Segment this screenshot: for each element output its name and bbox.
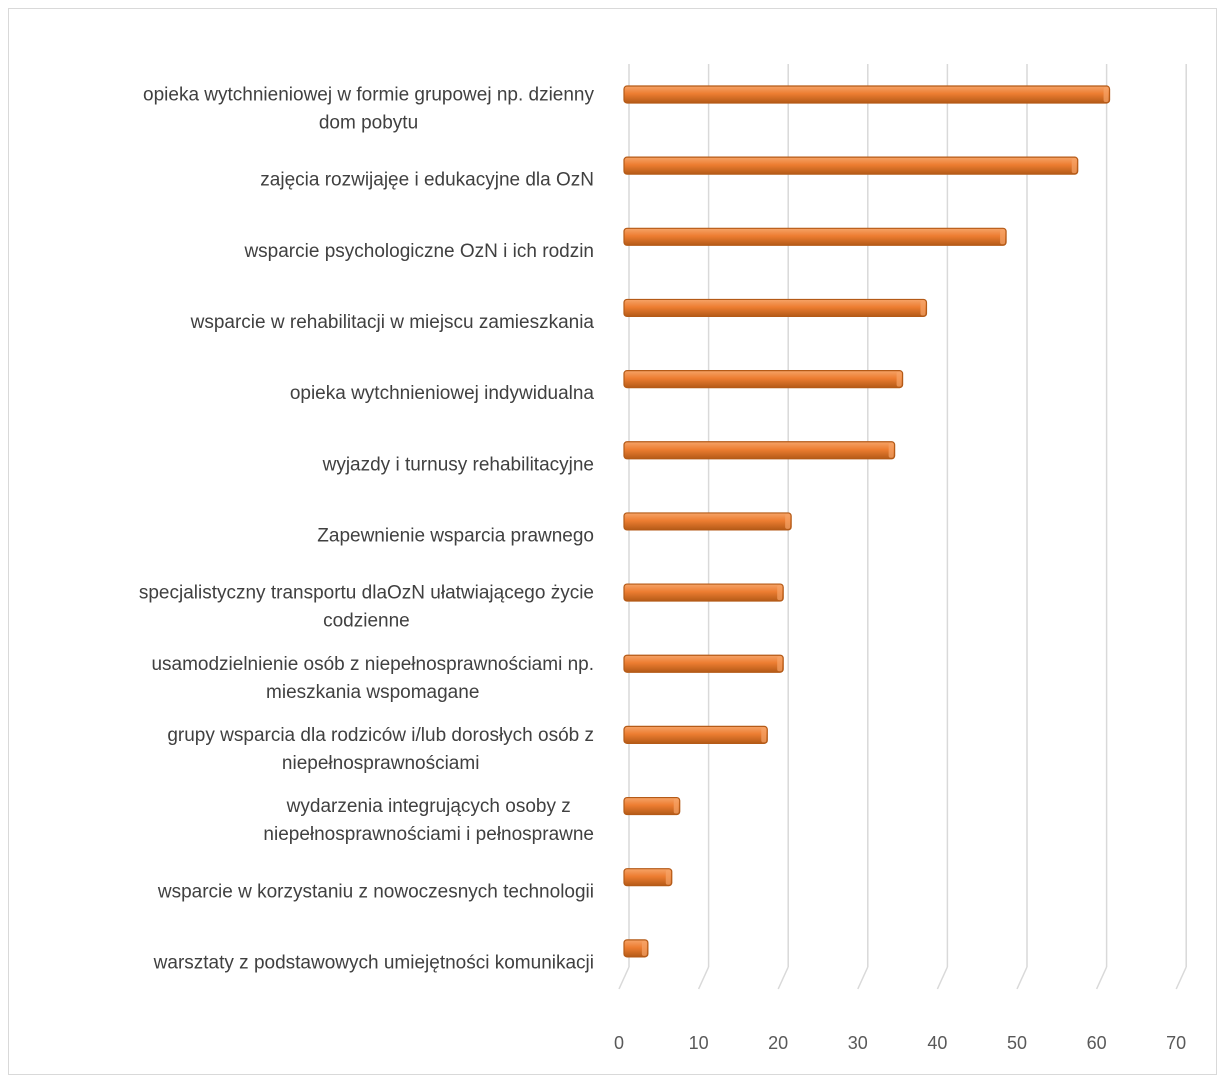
- gridline-30: [857, 64, 869, 990]
- x-tick-50: 50: [1007, 1033, 1027, 1053]
- x-tick-30: 30: [848, 1033, 868, 1053]
- category-label-11-line-1: wydarzenia integrujących osoby z: [286, 796, 571, 817]
- bar-cap-7: [785, 513, 791, 529]
- category-label-3: wsparcie psychologiczne OzN i ich rodzin: [243, 241, 594, 262]
- bar-12: [623, 868, 673, 887]
- category-label-9-line-1: usamodzielnienie osób z niepełnosprawnoś…: [151, 654, 594, 675]
- bar-cap-3: [1000, 229, 1006, 245]
- category-label-5: opieka wytchnieniowej indywidualna: [290, 383, 595, 404]
- bar-cap-6: [888, 442, 894, 458]
- category-label-1-line-2: dom pobytu: [319, 113, 418, 134]
- category-label-7: Zapewnienie wsparcia prawnego: [317, 526, 594, 547]
- bar-3: [623, 227, 1007, 246]
- bar-cap-9: [777, 656, 783, 672]
- bar-cap-2: [1071, 158, 1077, 174]
- bar-cap-13: [641, 940, 647, 956]
- gridline-40: [936, 64, 949, 990]
- bar-2: [623, 156, 1079, 175]
- bar-5: [623, 370, 904, 389]
- bars: [623, 85, 1111, 958]
- bar-cap-12: [665, 869, 671, 885]
- bar-cap-11: [673, 798, 679, 814]
- bar-cap-8: [777, 585, 783, 601]
- bar-cap-5: [896, 371, 902, 387]
- bar-9: [623, 654, 784, 673]
- x-tick-0: 0: [614, 1033, 624, 1053]
- category-labels: opieka wytchnieniowej w formie grupowej …: [139, 85, 595, 974]
- x-tick-10: 10: [689, 1033, 709, 1053]
- bar-cap-1: [1103, 87, 1109, 102]
- bar-cap-4: [920, 300, 926, 316]
- chart-frame: opieka wytchnieniowej w formie grupowej …: [8, 8, 1217, 1075]
- x-tick-20: 20: [768, 1033, 788, 1053]
- bar-chart: opieka wytchnieniowej w formie grupowej …: [139, 64, 1187, 1053]
- category-label-4: wsparcie w rehabilitacji w miejscu zamie…: [190, 312, 595, 333]
- x-tick-40: 40: [927, 1033, 947, 1053]
- x-axis-ticks: 0 10 20 30 40 50 60 70: [614, 1033, 1186, 1053]
- category-label-2: zajęcia rozwijajęe i edukacyjne dla OzN: [260, 170, 594, 191]
- x-tick-60: 60: [1087, 1033, 1107, 1053]
- gridline-50: [1016, 64, 1028, 990]
- category-label-13: warsztaty z podstawowych umiejętności ko…: [153, 952, 594, 973]
- category-label-9-line-2: mieszkania wspomagane: [266, 682, 479, 703]
- category-label-1-line-1: opieka wytchnieniowej w formie grupowej …: [143, 85, 594, 106]
- bar-cap-10: [761, 727, 767, 743]
- bar-4: [623, 298, 928, 318]
- bar-10: [623, 725, 768, 744]
- category-label-8-line-2: codzienne: [323, 611, 410, 632]
- gridline-70: [1175, 64, 1187, 990]
- bar-1: [623, 85, 1111, 104]
- category-label-12: wsparcie w korzystaniu z nowoczesnych te…: [157, 881, 594, 902]
- bar-6: [623, 441, 896, 460]
- category-label-8-line-1: specjalistyczny transportu dlaOzN ułatwi…: [139, 583, 594, 604]
- x-tick-70: 70: [1166, 1033, 1186, 1053]
- bar-8: [623, 583, 784, 602]
- category-label-10-line-1: grupy wsparcia dla rodziców i/lub dorosł…: [167, 725, 594, 746]
- bar-7: [623, 512, 792, 531]
- gridline-60: [1095, 64, 1108, 990]
- category-label-11-line-2: niepełnosprawnościami i pełnosprawne: [263, 824, 594, 845]
- category-label-10-line-2: niepełnosprawnościami: [282, 753, 480, 774]
- bar-11: [623, 796, 681, 816]
- category-label-6: wyjazdy i turnusy rehabilitacyjne: [322, 454, 594, 475]
